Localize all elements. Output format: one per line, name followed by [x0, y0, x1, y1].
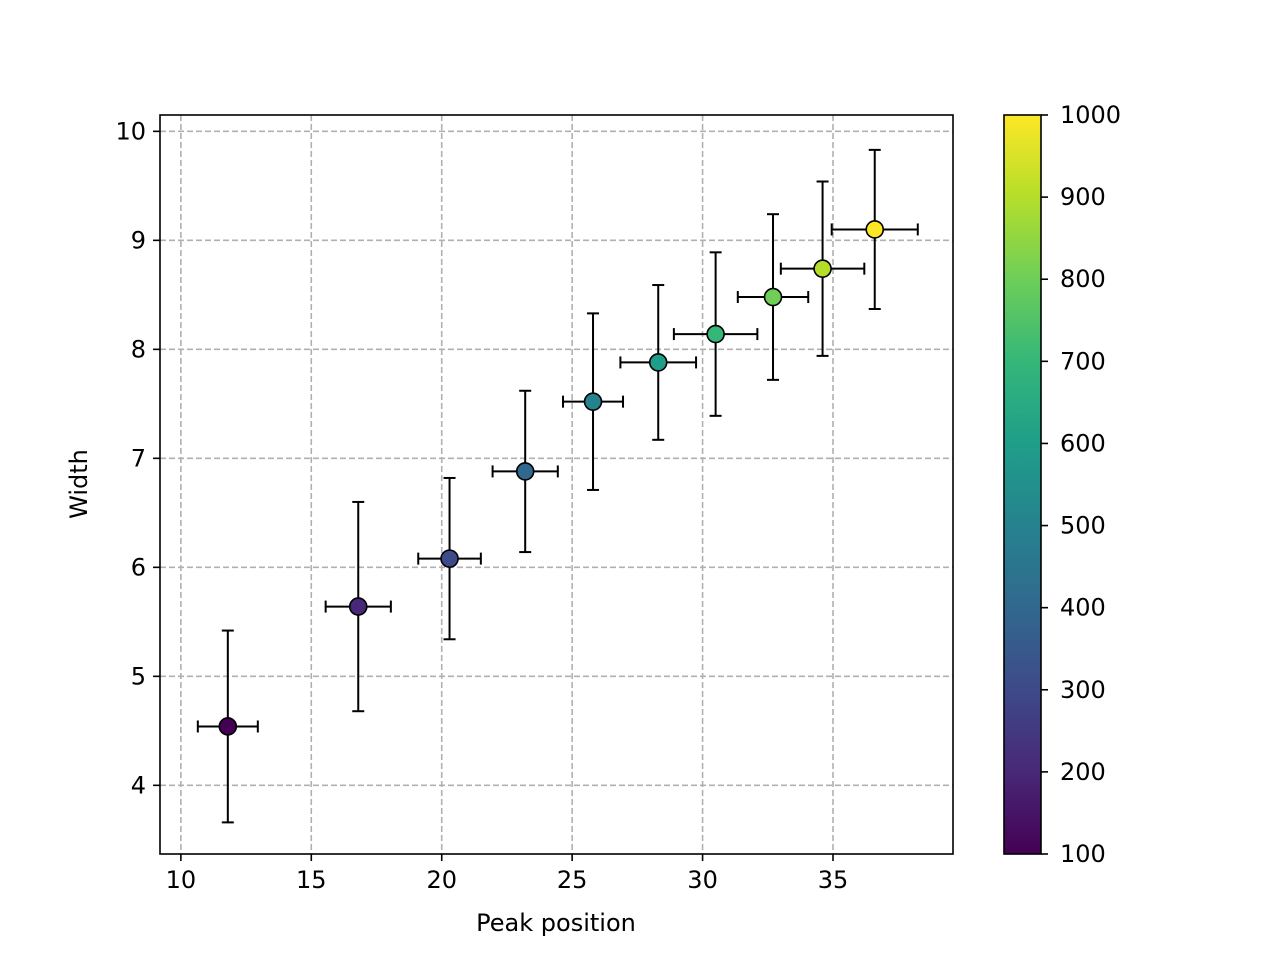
x-axis-ticks: 10 15 20 25 30 35: [166, 854, 849, 894]
colorbar-tick-label: 400: [1060, 594, 1106, 622]
y-axis-ticks: 4 5 6 7 8 9 10: [115, 117, 160, 799]
colorbar: [1003, 114, 1042, 855]
data-point: [706, 324, 725, 344]
data-point: [348, 597, 368, 616]
y-tick-label: 6: [131, 553, 146, 581]
colorbar-tick-label: 800: [1060, 265, 1106, 293]
y-tick-label: 5: [131, 662, 146, 690]
x-tick-label: 30: [687, 866, 718, 894]
colorbar-tick-label: 900: [1060, 183, 1106, 211]
x-tick-label: 15: [296, 866, 327, 894]
y-tick-label: 8: [131, 335, 146, 363]
data-point: [648, 353, 668, 372]
x-axis-label: Peak position: [476, 909, 636, 937]
colorbar-ticks: 100 200 300 400 500 600 700 800 900 1000: [1041, 101, 1121, 868]
x-tick-label: 25: [557, 866, 588, 894]
y-tick-label: 10: [115, 117, 146, 145]
colorbar-tick-label: 1000: [1060, 101, 1121, 129]
data-point: [763, 287, 783, 307]
y-axis-label: Width: [65, 449, 93, 519]
colorbar-tick-label: 300: [1060, 676, 1106, 704]
x-tick-label: 20: [426, 866, 457, 894]
y-tick-label: 9: [131, 226, 146, 254]
colorbar-tick-label: 500: [1060, 512, 1106, 540]
x-tick-label: 10: [166, 866, 197, 894]
data-point: [515, 462, 535, 481]
grid-lines: [160, 115, 953, 854]
y-tick-label: 7: [131, 444, 146, 472]
y-tick-label: 4: [131, 771, 146, 799]
data-point: [813, 259, 832, 278]
colorbar-tick-label: 700: [1060, 347, 1106, 375]
colorbar-tick-label: 100: [1060, 840, 1106, 868]
data-point: [583, 392, 603, 411]
colorbar-tick-label: 200: [1060, 758, 1106, 786]
data-point: [218, 717, 238, 736]
data-points: [218, 220, 885, 736]
colorbar-tick-label: 600: [1060, 429, 1106, 457]
data-point: [865, 220, 885, 239]
plot-frame: [159, 114, 954, 855]
data-point: [440, 549, 459, 568]
error-bars: [196, 148, 919, 824]
x-tick-label: 35: [818, 866, 849, 894]
